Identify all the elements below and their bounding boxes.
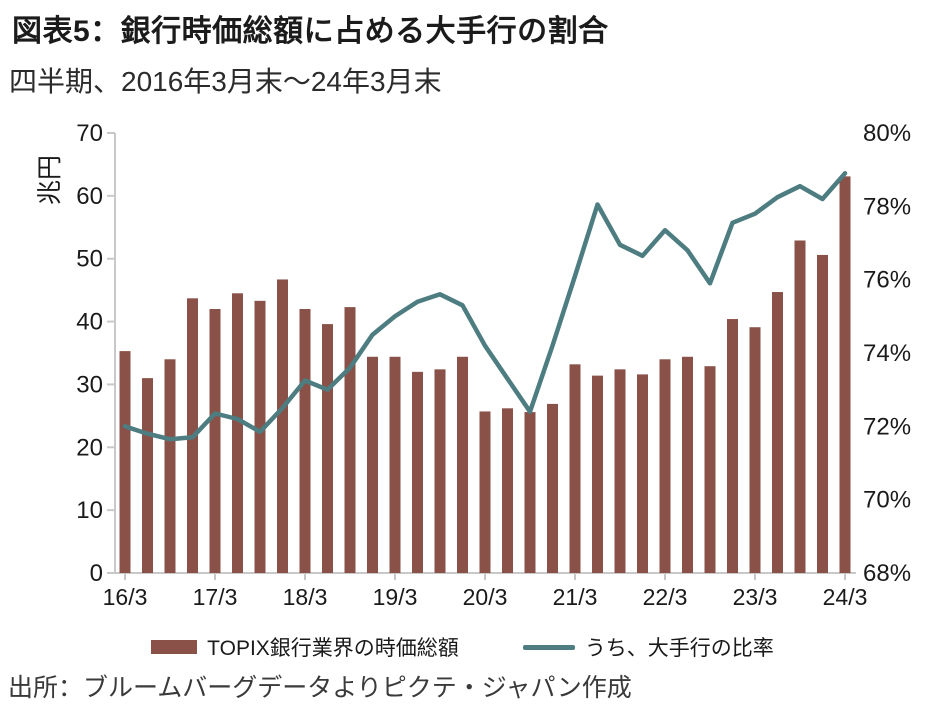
right-axis-tick-label: 80%: [863, 120, 911, 147]
bar: [164, 359, 176, 573]
legend-item-line: うち、大手行の比率: [522, 632, 774, 662]
ratio-line: [122, 171, 848, 442]
left-axis-tick-label: 40: [76, 309, 103, 336]
left-axis-tick-label: 0: [90, 560, 103, 587]
legend-item-bar: TOPIX銀行業界の時価総額: [151, 632, 459, 662]
bar-series-label: TOPIX銀行業界の時価総額: [207, 637, 459, 660]
bar: [659, 359, 671, 573]
bar: [592, 375, 603, 573]
bar: [637, 374, 648, 573]
bar: [727, 319, 738, 573]
bar: [389, 356, 401, 573]
bar: [794, 240, 806, 573]
bar-series-swatch: [151, 640, 198, 654]
bar: [209, 309, 221, 573]
bar: [772, 292, 783, 573]
bar: [569, 364, 581, 573]
x-axis-tick-label: 16/3: [103, 584, 148, 610]
x-axis-tick-label: 20/3: [463, 584, 508, 610]
bar: [344, 307, 356, 573]
x-axis-tick-label: 22/3: [643, 584, 688, 610]
bar: [367, 356, 378, 573]
x-axis-tick-label: 19/3: [373, 584, 418, 610]
right-axis-tick-label: 78%: [863, 193, 911, 220]
bar: [524, 412, 536, 573]
left-axis-tick-label: 20: [76, 434, 103, 461]
bar: [299, 309, 311, 573]
bar: [412, 371, 423, 573]
chart-title: 図表5：銀行時価総額に占める大手行の割合: [12, 15, 609, 48]
legend: TOPIX銀行業界の時価総額 うち、大手行の比率: [0, 634, 925, 660]
bar: [457, 356, 468, 573]
bar: [839, 176, 851, 573]
bar: [277, 279, 288, 573]
bar: [682, 356, 693, 573]
left-axis-tick-label: 50: [76, 246, 103, 273]
x-axis-tick-label: 17/3: [193, 584, 238, 610]
bar: [817, 254, 828, 573]
bar-line-chart: 0 10 20 30 40 50 60 70 68% 70% 72% 74% 76% 78% 80% 兆円 16…: [36, 120, 911, 610]
x-axis-tick-label: 18/3: [283, 584, 328, 610]
chart-subtitle: 四半期、2016年3月末～24年3月末: [9, 66, 442, 97]
bar: [502, 408, 513, 573]
bar: [479, 411, 491, 573]
bar: [322, 324, 333, 573]
right-axis-tick-label: 72%: [863, 413, 911, 440]
bar: [254, 300, 266, 573]
bar: [232, 293, 243, 573]
source-note: 出所：ブルームバーグデータよりピクテ・ジャパン作成: [8, 674, 632, 702]
bar: [547, 403, 558, 573]
bar: [749, 327, 761, 573]
right-axis-tick-label: 68%: [863, 560, 911, 587]
left-axis-tick-label: 70: [76, 120, 103, 147]
bar: [142, 378, 153, 573]
left-axis-tick-label: 10: [76, 497, 103, 524]
line-series-swatch: [522, 644, 575, 650]
bar: [704, 366, 716, 573]
bar: [119, 351, 131, 573]
left-axis-tick-label: 30: [76, 371, 103, 398]
right-axis-tick-label: 76%: [863, 267, 911, 294]
right-axis-tick-label: 74%: [863, 340, 911, 367]
right-axis-tick-label: 70%: [863, 487, 911, 514]
x-axis-tick-label: 24/3: [823, 584, 868, 610]
bar: [434, 369, 446, 573]
plot-area: 0 10 20 30 40 50 60 70 68% 70% 72% 74% 76% 78% 80% 兆円 16…: [0, 103, 925, 635]
left-axis-unit-label: 兆円: [36, 155, 64, 205]
x-axis-tick-label: 23/3: [733, 584, 778, 610]
x-axis-tick-label: 21/3: [553, 584, 598, 610]
bar: [614, 369, 626, 573]
line-series-label: うち、大手行の比率: [584, 637, 774, 660]
left-axis-tick-label: 60: [76, 183, 103, 210]
